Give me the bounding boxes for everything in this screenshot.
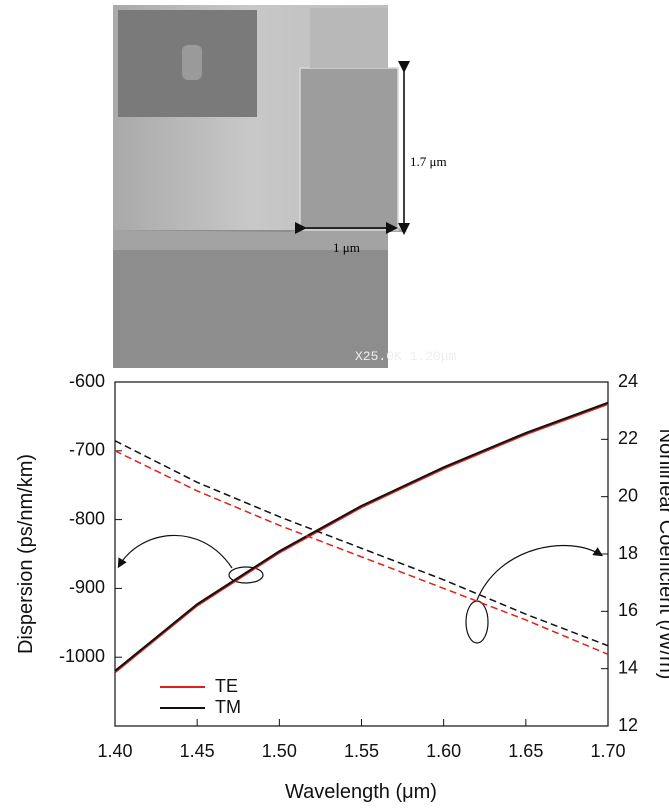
series-line	[114, 450, 609, 656]
y2-tick-label: 20	[618, 485, 638, 505]
x-tick-label: 1.45	[180, 741, 215, 761]
y-tick-label: -1000	[59, 646, 105, 666]
y2-tick-label: 16	[618, 600, 638, 620]
y2-tick-label: 12	[618, 715, 638, 735]
x-tick-label: 1.60	[426, 741, 461, 761]
series-line	[114, 403, 609, 674]
x-tick-label: 1.50	[262, 741, 297, 761]
ellipse	[465, 600, 489, 644]
y-axis-title: Dispersion (ps/nm/km)	[15, 454, 37, 654]
x-tick-label: 1.55	[344, 741, 379, 761]
x-axis-title: Wavelength (μm)	[285, 781, 437, 803]
x-tick-label: 1.70	[590, 741, 625, 761]
arrow	[476, 544, 604, 601]
legend-label: TM	[215, 697, 241, 717]
x-tick-label: 1.40	[97, 741, 132, 761]
legend-label: TE	[215, 676, 238, 696]
height-label: 1.7 μm	[410, 154, 447, 169]
y2-tick-label: 14	[618, 657, 638, 677]
y2-tick-label: 24	[618, 371, 638, 391]
plot-frame	[114, 381, 609, 727]
series-line	[114, 401, 609, 672]
y-tick-label: -600	[69, 371, 105, 391]
y2-tick-label: 22	[618, 428, 638, 448]
series-line	[114, 440, 609, 647]
annotations	[117, 534, 604, 644]
y2-tick-label: 18	[618, 543, 638, 563]
y-tick-label: -900	[69, 577, 105, 597]
y-tick-label: -700	[69, 440, 105, 460]
arrow	[117, 534, 233, 569]
y-tick-label: -800	[69, 508, 105, 528]
sem-image: 1.7 μm 1 μm X25.0K 1.20μm	[113, 5, 457, 368]
x-tick-label: 1.65	[508, 741, 543, 761]
width-label: 1 μm	[333, 240, 360, 255]
scale-label: X25.0K 1.20μm	[355, 349, 457, 364]
ellipse	[228, 566, 264, 584]
y2-axis-title: Nonlinear Coefficient (/W/m)	[655, 429, 669, 680]
